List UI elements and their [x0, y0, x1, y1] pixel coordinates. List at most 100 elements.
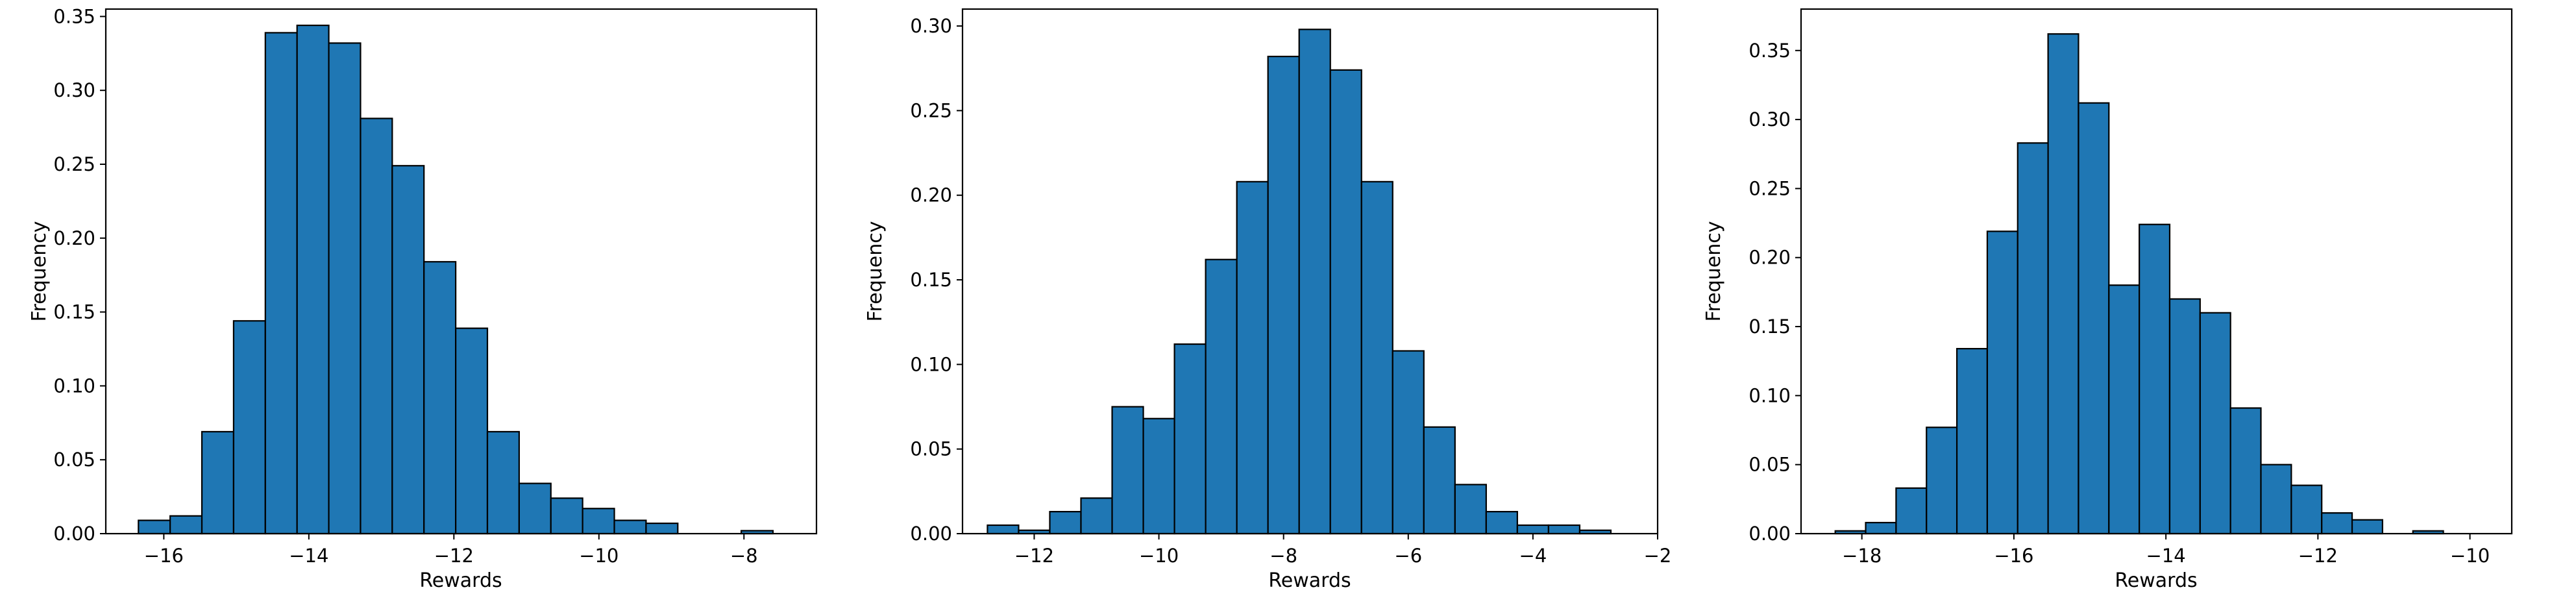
histogram-3-bar-10: [2108, 284, 2141, 535]
histogram-3-bar-17: [2321, 512, 2353, 535]
histogram-2-x-tick-label-3: −6: [1394, 545, 1422, 567]
histogram-1-y-axis-label: Frequency: [28, 221, 51, 322]
histogram-3-y-tick-label-6: 0.30: [1748, 108, 1791, 130]
histogram-3-bar-18: [2351, 519, 2384, 535]
histogram-2-bar-7: [1173, 343, 1207, 535]
histogram-2-bar-10: [1267, 55, 1300, 535]
histogram-2-y-tick-label-5: 0.25: [910, 99, 952, 121]
histogram-2-y-tick-label-0: 0.00: [910, 523, 952, 545]
histogram-1-bar-10: [423, 261, 457, 535]
histogram-2-bar-14: [1392, 350, 1425, 535]
histogram-2-bar-15: [1423, 426, 1456, 535]
histogram-1-bar-2: [169, 515, 203, 535]
histogram-1-y-tick-label-2: 0.10: [53, 375, 95, 397]
histogram-1-x-tick-label-3: −10: [579, 545, 619, 567]
histogram-1-bar-5: [264, 32, 298, 535]
histogram-1-x-tick-label-2: −12: [434, 545, 474, 567]
histogram-3-y-tick-label-4: 0.20: [1748, 247, 1791, 269]
histogram-panel-3: 0.000.050.100.150.200.250.300.35 −18 −16−…: [1702, 8, 2513, 592]
histogram-2-bar-16: [1454, 484, 1487, 535]
histogram-1-x-tick-label-0: −16: [144, 545, 184, 567]
histogram-1-bar-11: [455, 327, 489, 535]
histogram-3-bar-4: [1926, 427, 1958, 535]
histogram-1-bar-3: [201, 430, 235, 535]
histogram-1-bar-16: [613, 519, 647, 535]
histogram-1-bar-9: [391, 165, 425, 535]
histogram-1-y-tick-label-5: 0.25: [53, 153, 95, 175]
histogram-1-y-tick-label-4: 0.20: [53, 227, 95, 249]
histogram-2-x-tick-label-2: −8: [1270, 545, 1297, 567]
histogram-1-x-tick-label-1: −14: [289, 545, 328, 567]
histogram-2-x-axis-label: Rewards: [1268, 569, 1351, 592]
histogram-3-y-tick-label-1: 0.05: [1748, 454, 1791, 476]
histogram-2-bar-11: [1298, 29, 1331, 535]
histogram-3-y-axis-label: Frequency: [1702, 221, 1725, 322]
histogram-panel-1: 0.000.050.100.150.200.250.300.35 −16 −14−…: [28, 5, 818, 592]
histogram-3-bar-5: [1956, 347, 1989, 535]
histogram-2-y-tick-label-3: 0.15: [910, 269, 952, 291]
histogram-3-bar-7: [2017, 142, 2049, 535]
histogram-3-bar-11: [2139, 223, 2171, 535]
histogram-2-bar-4: [1080, 497, 1113, 535]
histogram-1-x-axis: −16 −14 −12 −10 −8: [144, 534, 758, 567]
histogram-2-y-tick-label-4: 0.20: [910, 184, 952, 206]
histogram-2-bar-3: [1049, 511, 1082, 535]
histogram-2-y-tick-label-2: 0.10: [910, 353, 952, 375]
histogram-2-y-tick-label-6: 0.30: [910, 15, 952, 37]
histogram-1-bars: [138, 24, 774, 535]
histogram-2-frame: [961, 8, 1659, 535]
histogram-1-bar-7: [328, 42, 362, 535]
histogram-3-y-tick-label-5: 0.25: [1748, 177, 1791, 199]
histogram-1-y-tick-label-7: 0.35: [53, 5, 95, 27]
histogram-2-bar-6: [1142, 417, 1175, 535]
histogram-1-bar-8: [360, 118, 393, 535]
histogram-2-x-tick-label-4: −4: [1519, 545, 1547, 567]
histogram-2-bar-1: [987, 524, 1020, 535]
histogram-1-bar-12: [486, 430, 520, 535]
histogram-2-y-tick-label-1: 0.05: [910, 438, 952, 460]
histogram-1-bar-6: [296, 24, 330, 535]
histogram-3-bar-2: [1865, 521, 1897, 535]
histogram-3-y-tick-label-7: 0.35: [1748, 40, 1791, 62]
histogram-1-x-axis-label: Rewards: [419, 569, 502, 592]
histogram-2-x-axis: −12 −10 −8 −6 −4 −2: [1014, 534, 1672, 567]
histogram-panel-2: 0.000.050.100.150.200.250.30 −12 −10 −8 −6−…: [864, 8, 1672, 592]
histogram-3-y-tick-label-3: 0.15: [1748, 316, 1791, 338]
histogram-2-bar-13: [1360, 180, 1393, 535]
histogram-3-bar-9: [2078, 102, 2110, 535]
histogram-1-x-tick-label-4: −8: [730, 545, 758, 567]
histogram-3-x-tick-label-4: −10: [2450, 545, 2490, 567]
histogram-2-bar-8: [1205, 258, 1238, 535]
histogram-3-bar-8: [2047, 33, 2079, 535]
histogram-3-bar-14: [2229, 407, 2262, 535]
histogram-3-x-axis: −18 −16 −14 −12 −10: [1842, 534, 2490, 567]
histogram-1-frame: [104, 8, 818, 535]
histogram-1-y-tick-label-0: 0.00: [53, 523, 95, 545]
histogram-3-x-tick-label-1: −16: [1994, 545, 2033, 567]
histogram-3-bars: [1834, 33, 2444, 535]
histogram-3-x-tick-label-3: −12: [2298, 545, 2338, 567]
histogram-3-bar-12: [2168, 298, 2201, 535]
histogram-3-bar-6: [1986, 230, 2018, 535]
histogram-1-bar-1: [138, 519, 171, 535]
histogram-3-bar-13: [2199, 312, 2231, 535]
histogram-3-bar-3: [1895, 487, 1928, 535]
histogram-3-bar-15: [2260, 464, 2292, 535]
histogram-1-bar-13: [518, 482, 552, 535]
histogram-2-x-tick-label-1: −10: [1139, 545, 1179, 567]
histogram-2-x-tick-label-0: −12: [1014, 545, 1054, 567]
histogram-1-bar-14: [550, 497, 583, 535]
histogram-3-frame: [1800, 8, 2513, 535]
histogram-1-bar-17: [645, 522, 679, 535]
histogram-2-x-tick-label-5: −2: [1644, 545, 1672, 567]
histogram-3-x-tick-label-2: −14: [2146, 545, 2186, 567]
histogram-3-x-axis-label: Rewards: [2115, 569, 2197, 592]
histogram-2-bar-9: [1236, 180, 1269, 535]
histogram-3-y-axis: 0.00 0.05 0.10 0.15 0.20 0.25 0.30 0.35: [1748, 40, 1801, 545]
histogram-2-bar-12: [1329, 69, 1362, 535]
histogram-1-y-axis: 0.00 0.05 0.10 0.15 0.20 0.25 0.30 0.35: [53, 5, 106, 545]
histogram-1-y-tick-label-1: 0.05: [53, 449, 95, 471]
histogram-3-y-tick-label-2: 0.10: [1748, 384, 1791, 406]
histogram-1-y-tick-label-3: 0.15: [53, 301, 95, 323]
